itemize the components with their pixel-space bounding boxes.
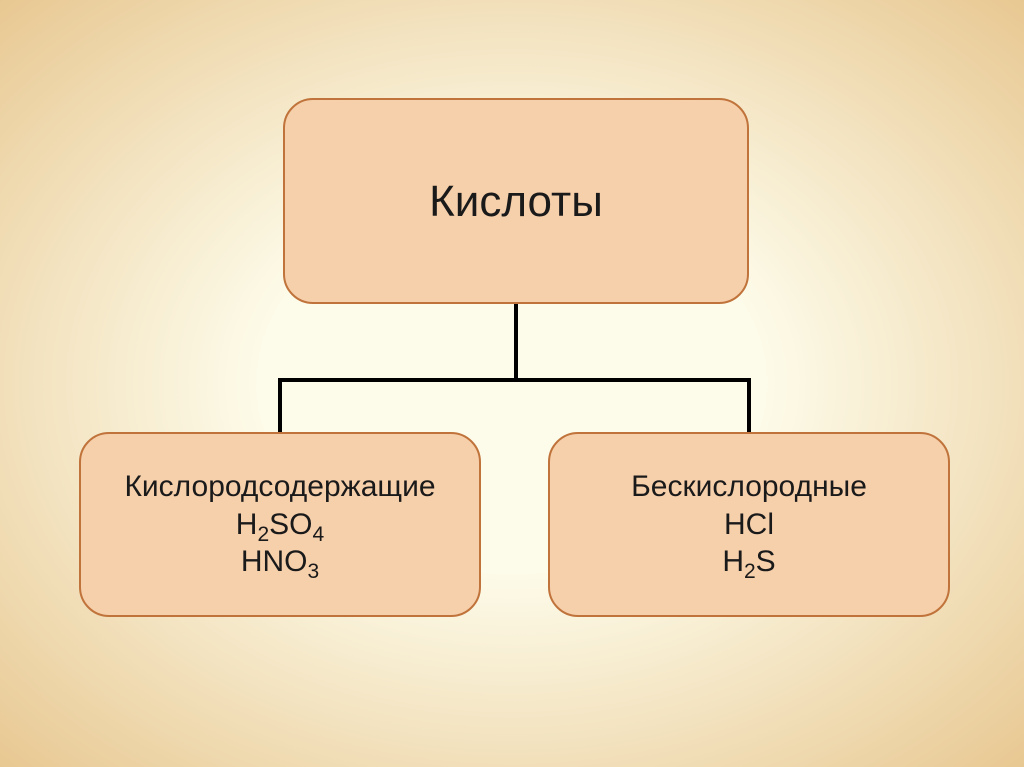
left-child-node: КислородсодержащиеH2SO4HNO3 (79, 432, 481, 617)
node-text-line: HNO3 (241, 543, 319, 581)
right-child-node: БескислородныеHClH2S (548, 432, 950, 617)
node-text-line: Бескислородные (631, 468, 867, 506)
node-text-line: Кислородсодержащие (124, 468, 435, 506)
node-text-line: HCl (724, 506, 774, 544)
root-node: Кислоты (283, 98, 749, 304)
node-text-line: H2S (722, 543, 775, 581)
diagram-canvas: Кислоты КислородсодержащиеH2SO4HNO3 Беск… (0, 0, 1024, 767)
node-text-line: Кислоты (429, 174, 603, 229)
node-text-line: H2SO4 (236, 506, 324, 544)
